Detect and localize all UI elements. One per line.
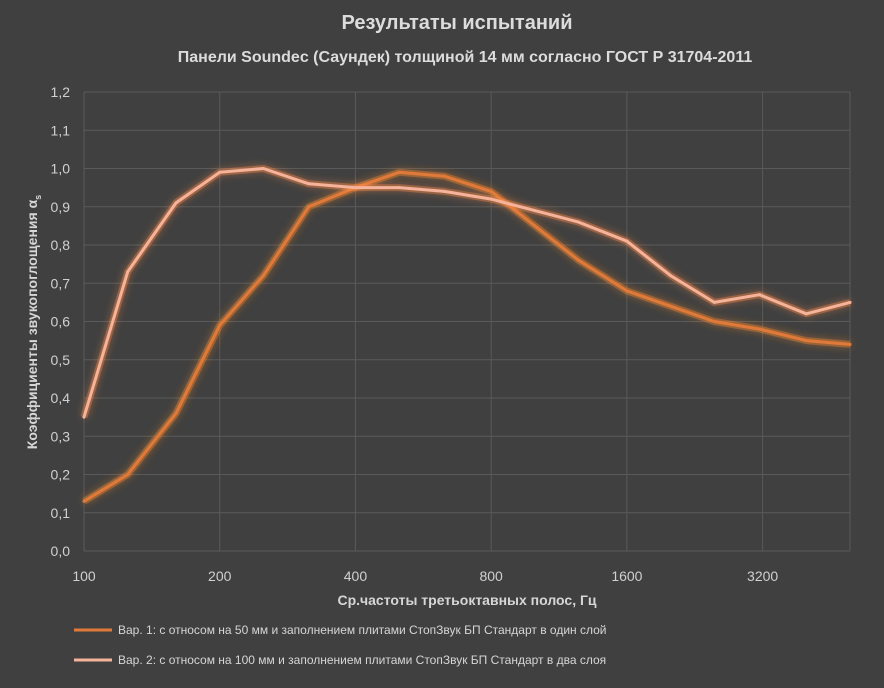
y-tick-label: 0,9 [51, 199, 71, 215]
series-1 [82, 168, 852, 505]
series-1-point [804, 339, 808, 343]
y-tick-label: 1,2 [51, 84, 71, 100]
x-tick-label: 800 [479, 568, 503, 584]
series-1-line [82, 170, 852, 503]
series-1-point [218, 323, 222, 327]
y-tick-label: 0,7 [51, 275, 71, 291]
series-2-point [218, 170, 222, 174]
series-2-point [577, 220, 581, 224]
y-tick-label: 0,8 [51, 237, 71, 253]
series-2-point [307, 182, 311, 186]
series-1-point [533, 224, 537, 228]
series-2 [80, 165, 852, 419]
legend-label-2: Вар. 2: с относом на 100 мм и заполнение… [118, 653, 606, 667]
x-axis-ticks: 100 200 400 800 1600 3200 [72, 568, 778, 584]
y-tick-label: 0,6 [51, 314, 71, 330]
series-2-point [442, 189, 446, 193]
chart-subtitle: Панели Soundec (Саундек) толщиной 14 мм … [178, 49, 753, 66]
y-tick-label: 0,3 [51, 428, 71, 444]
series-2-glow [80, 165, 851, 419]
x-tick-label: 1600 [611, 568, 642, 584]
x-tick-label: 100 [72, 568, 96, 584]
y-axis-title-subscript: s [33, 195, 43, 200]
legend-label-1: Вар. 1: с относом на 50 мм и заполнением… [118, 623, 607, 637]
y-axis-title-text: Коэффициенты звукопоглощения α [24, 199, 40, 449]
series-2-point [126, 270, 130, 274]
series-2-point [804, 312, 808, 316]
series-1-point [261, 274, 265, 278]
series-1-glow [82, 168, 851, 505]
series-1-point [712, 320, 716, 323]
series-2-point [669, 274, 673, 278]
y-tick-label: 1,0 [51, 161, 71, 177]
series-2-point [625, 239, 629, 243]
chart-title: Результаты испытаний [341, 12, 572, 34]
series-1-point [307, 205, 311, 209]
series-1-point [577, 258, 581, 262]
series-2-point [848, 300, 852, 304]
grid [83, 91, 851, 552]
series-1-point [758, 327, 762, 331]
y-axis-title: Коэффициенты звукопоглощения αs [24, 195, 43, 449]
series-2-point [261, 167, 265, 170]
series-2-point [353, 186, 357, 190]
series-2-point [489, 197, 493, 201]
series-1-point [174, 411, 178, 415]
series-2-point [397, 186, 401, 190]
series-2-point [82, 415, 86, 419]
series-2-line [82, 167, 852, 419]
y-tick-label: 0,0 [51, 543, 71, 559]
y-tick-label: 0,2 [51, 467, 71, 483]
x-tick-label: 200 [208, 568, 232, 584]
y-tick-label: 0,5 [51, 352, 71, 368]
y-axis-ticks: 0,0 0,1 0,2 0,3 0,4 0,5 0,6 0,7 0,8 0,9 1,0 1,1 1,2 [51, 84, 71, 559]
y-tick-label: 1,1 [51, 122, 71, 138]
series-lines [80, 165, 852, 505]
series-1-point [489, 189, 493, 193]
x-tick-label: 3200 [747, 568, 778, 584]
series-1-point [442, 174, 446, 178]
series-2-point [174, 201, 178, 205]
series-1-point [669, 304, 673, 308]
series-1-point [126, 473, 130, 476]
series-1-point [848, 342, 852, 346]
y-tick-label: 0,1 [51, 505, 71, 521]
x-axis-title: Ср.частоты третьоктавных полос, Гц [337, 592, 596, 608]
legend: Вар. 1: с относом на 50 мм и заполнением… [74, 623, 607, 667]
series-1-point [625, 289, 629, 293]
series-2-point [533, 209, 537, 213]
series-1-point [82, 499, 86, 503]
series-1-point [397, 170, 401, 174]
x-tick-label: 400 [344, 568, 368, 584]
series-2-point [712, 300, 716, 304]
series-2-point [758, 293, 762, 297]
y-tick-label: 0,4 [51, 390, 71, 406]
